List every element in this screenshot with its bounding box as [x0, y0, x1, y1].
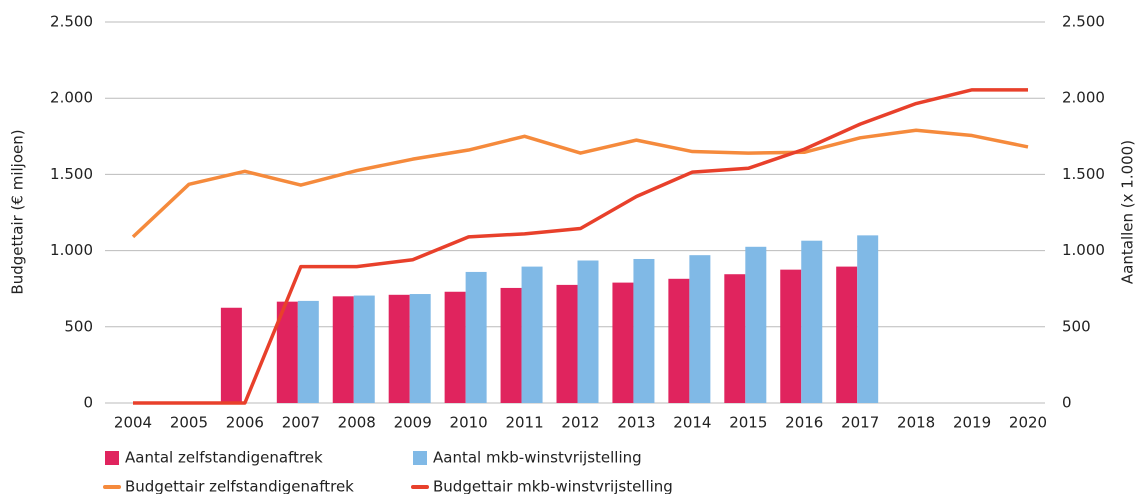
x-tick-label: 2019 [953, 414, 991, 432]
bar [521, 266, 543, 403]
bar [465, 271, 487, 403]
y2-tick-label: 2.000 [1062, 89, 1105, 107]
legend-label: Aantal mkb-winstvrijstelling [433, 449, 642, 467]
y-tick-label: 2.000 [50, 89, 93, 107]
legend-label: Aantal zelfstandigenaftrek [125, 449, 323, 467]
bar [612, 282, 634, 403]
y2-tick-label: 2.500 [1062, 13, 1105, 31]
bar [724, 274, 746, 403]
y-axis-label: Budgettair (€ miljoen) [9, 129, 27, 294]
y2-tick-label: 0 [1062, 394, 1072, 412]
y-tick-label: 1.000 [50, 241, 93, 259]
bar [297, 300, 319, 403]
legend-label: Budgettair zelfstandigenaftrek [125, 478, 354, 494]
bar [220, 307, 242, 403]
x-tick-label: 2013 [617, 414, 655, 432]
line [133, 88, 1028, 405]
bar [388, 294, 410, 403]
x-tick-label: 2016 [785, 414, 823, 432]
x-tick-label: 2018 [897, 414, 935, 432]
x-tick-label: 2014 [673, 414, 711, 432]
y2-tick-label: 1.500 [1062, 165, 1105, 183]
y-tick-label: 2.500 [50, 13, 93, 31]
bar [780, 269, 802, 403]
bar [745, 246, 767, 403]
y-tick-label: 500 [64, 317, 93, 335]
bar [689, 255, 711, 403]
bar [857, 235, 879, 403]
bar [633, 258, 655, 403]
bar [409, 294, 431, 403]
x-tick-label: 2010 [450, 414, 488, 432]
bar [577, 260, 599, 403]
x-tick-label: 2015 [729, 414, 767, 432]
y2-tick-label: 500 [1062, 317, 1091, 335]
x-tick-label: 2020 [1009, 414, 1047, 432]
bar [500, 287, 522, 403]
x-tick-label: 2009 [394, 414, 432, 432]
line [131, 128, 1029, 239]
legend-swatch [413, 451, 427, 465]
y2-tick-label: 1.000 [1062, 241, 1105, 259]
x-tick-label: 2004 [114, 414, 152, 432]
y-tick-label: 1.500 [50, 165, 93, 183]
x-tick-label: 2017 [841, 414, 879, 432]
y2-axis-label: Aantallen (x 1.000) [1119, 140, 1137, 284]
x-tick-label: 2005 [170, 414, 208, 432]
x-tick-label: 2011 [505, 414, 543, 432]
bar [276, 301, 298, 403]
x-tick-label: 2008 [338, 414, 376, 432]
bar [836, 266, 858, 403]
legend-label: Budgettair mkb-winstvrijstelling [433, 478, 673, 494]
bar [801, 240, 823, 403]
bar [332, 296, 354, 403]
bar [444, 291, 466, 403]
x-tick-label: 2006 [226, 414, 264, 432]
x-tick-label: 2012 [561, 414, 599, 432]
bar [668, 278, 690, 403]
x-tick-label: 2007 [282, 414, 320, 432]
bar [556, 284, 578, 403]
y-tick-label: 0 [83, 394, 93, 412]
legend-swatch [105, 451, 119, 465]
bar [353, 295, 375, 403]
